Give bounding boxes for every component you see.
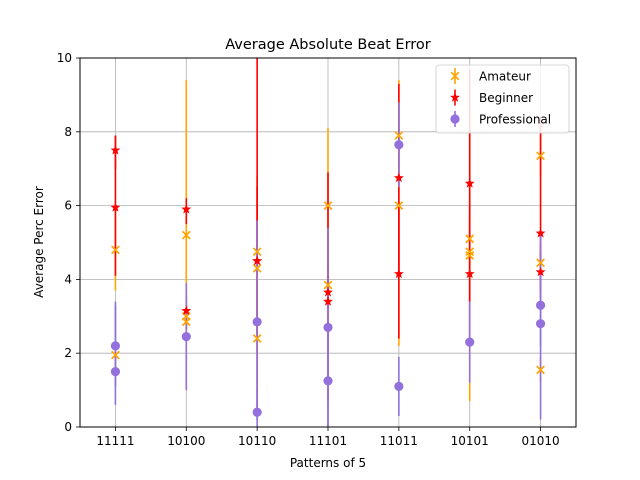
professional-point <box>252 407 262 417</box>
amateur-point <box>394 201 404 211</box>
beginner-point <box>110 202 121 212</box>
legend-handle-marker <box>450 71 460 81</box>
legend-label: Beginner <box>479 91 533 105</box>
professional-point <box>110 367 121 377</box>
professional-point <box>181 331 191 342</box>
professional-point <box>110 341 121 351</box>
x-tick-label: 10101 <box>451 434 489 448</box>
beginner-point <box>323 296 333 306</box>
professional-point <box>323 322 333 332</box>
x-tick-label: 11111 <box>96 434 134 448</box>
legend: Amateur Beginner Professional <box>435 64 570 134</box>
professional-point <box>535 300 546 310</box>
x-tick-label: 01010 <box>521 434 559 448</box>
amateur-point <box>323 201 333 211</box>
x-tick-label: 10110 <box>238 434 276 448</box>
amateur-point <box>111 350 120 360</box>
professional-point <box>323 376 333 386</box>
professional-point <box>535 319 546 329</box>
amateur-point <box>252 247 262 257</box>
amateur-point <box>465 234 475 244</box>
beginner-point <box>323 287 333 297</box>
legend-handle-marker <box>450 114 460 124</box>
amateur-point <box>394 131 404 140</box>
professional-point <box>394 140 404 150</box>
beginner-point <box>252 255 263 266</box>
amateur-point <box>465 247 475 257</box>
beginner-point <box>535 228 546 238</box>
legend-handle-marker <box>450 92 460 102</box>
marker-layer <box>110 131 546 417</box>
beginner-point <box>393 268 404 279</box>
beginner-point <box>181 204 192 214</box>
amateur-point <box>181 230 191 240</box>
amateur-point <box>465 251 475 260</box>
amateur-point <box>252 263 262 273</box>
y-tick-label: 4 <box>64 272 72 286</box>
professional-point <box>465 337 475 347</box>
amateur-point <box>536 151 545 161</box>
beginner-point <box>464 178 475 188</box>
legend-label: Professional <box>479 113 551 127</box>
professional-point <box>394 381 404 392</box>
amateur-point <box>323 280 333 290</box>
amateur-point <box>536 365 545 375</box>
y-tick-label: 2 <box>64 346 72 360</box>
beginner-point <box>181 305 192 315</box>
y-tick-label: 8 <box>64 125 72 139</box>
axis-layer: 11111 10100 10110 11101 11011 10101 01010 0 2 4 6 8… <box>57 51 560 448</box>
beginner-point <box>535 266 546 277</box>
chart-title: Average Absolute Beat Error <box>225 37 431 53</box>
y-axis-label: Average Perc Error <box>32 186 46 298</box>
x-tick-label: 11011 <box>380 434 418 448</box>
y-tick-label: 10 <box>57 51 72 65</box>
beginner-point <box>110 145 121 155</box>
beginner-point <box>393 172 404 183</box>
beginner-point <box>464 268 475 279</box>
legend-box <box>435 64 570 134</box>
amateur-point <box>111 245 120 255</box>
x-tick-label: 10100 <box>167 434 205 448</box>
y-tick-label: 6 <box>64 199 72 213</box>
legend-label: Amateur <box>479 70 531 84</box>
y-tick-label: 0 <box>64 420 72 434</box>
x-tick-label: 11101 <box>309 434 347 448</box>
x-axis-label: Patterns of 5 <box>290 456 366 470</box>
professional-point <box>252 317 262 327</box>
amateur-point <box>536 258 545 268</box>
amateur-point <box>252 334 262 343</box>
